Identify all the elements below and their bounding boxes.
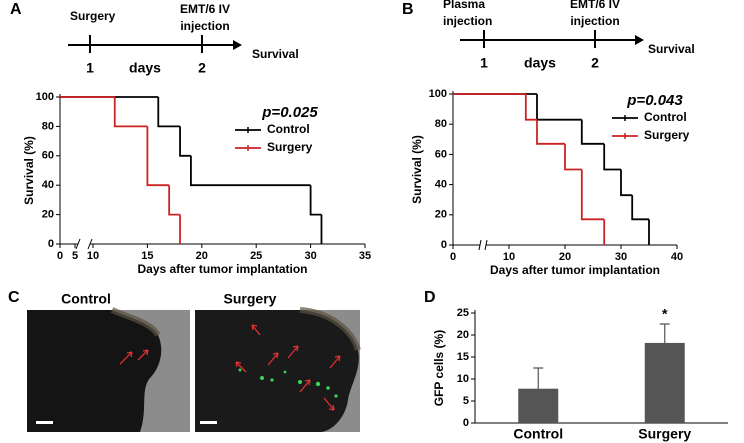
timeline-event-label: EMT/6 IV (180, 2, 230, 16)
x-tick-label: Surgery (638, 426, 691, 442)
survival-step (179, 126, 191, 157)
x-tick-label: 40 (671, 251, 683, 263)
axis-break (484, 239, 488, 251)
axis-break (75, 238, 81, 250)
y-tick-label: 20 (457, 329, 469, 341)
timeline-event-label: Surgery (70, 9, 116, 23)
timeline-event-label: EMT/6 IV (570, 0, 620, 11)
survival-step (146, 126, 170, 187)
y-tick-label: 0 (48, 238, 54, 250)
axis-break-gap (480, 242, 486, 248)
survival-step (309, 185, 322, 216)
p-value: p=0.043 (626, 92, 683, 109)
panel-label: C (8, 289, 20, 306)
axis-break (87, 238, 93, 250)
x-tick-label: 20 (196, 250, 208, 262)
legend-label: Control (267, 122, 310, 136)
survival-step (168, 185, 181, 216)
y-tick-label: 80 (435, 118, 447, 130)
survival-step (580, 169, 605, 221)
y-tick-label: 40 (435, 179, 447, 191)
timeline-event-label: injection (443, 14, 492, 28)
timeline-unit: days (129, 60, 161, 76)
y-tick-label: 100 (36, 91, 54, 103)
y-tick-label: 0 (441, 239, 447, 251)
timeline-event-label: Plasma (443, 0, 485, 11)
y-axis-label: GFP cells (%) (432, 330, 446, 406)
error-bar (533, 367, 544, 389)
y-tick-label: 5 (463, 395, 469, 407)
timeline-tick-label: 2 (591, 55, 599, 71)
y-tick-label: 10 (457, 373, 469, 385)
y-tick-label: 0 (463, 417, 469, 429)
x-tick-label: 35 (359, 250, 371, 262)
x-axis-label: Days after tumor implantation (490, 263, 660, 277)
survival-step (631, 195, 649, 221)
y-tick-label: 60 (42, 150, 54, 162)
legend-label: Control (644, 110, 687, 124)
survival-step (157, 97, 181, 128)
timeline-event-label: injection (180, 19, 229, 33)
timeline-event-label: injection (570, 14, 619, 28)
image-title: Surgery (224, 291, 277, 307)
x-tick-label: 10 (87, 250, 99, 262)
timeline-arrow (233, 40, 242, 50)
x-tick-label: 25 (250, 250, 262, 262)
image-title: Control (61, 291, 111, 307)
micrograph-control (27, 307, 190, 432)
p-value: p=0.025 (261, 104, 318, 121)
x-tick-label: 0 (57, 250, 63, 262)
legend-label: Surgery (644, 128, 690, 142)
bar (518, 388, 559, 423)
significance: * (662, 306, 668, 322)
survival-step (620, 169, 633, 197)
panel-label: B (402, 1, 414, 18)
survival-step (536, 119, 565, 145)
x-tick-label: Control (513, 426, 563, 442)
x-tick-label: 10 (503, 251, 515, 263)
survival-step (603, 143, 621, 171)
panel-label: A (10, 1, 22, 18)
timeline-arrow (635, 35, 644, 45)
x-tick-label: 30 (615, 251, 627, 263)
y-axis-label: Survival (%) (410, 135, 424, 204)
y-tick-label: 80 (42, 120, 54, 132)
x-tick-label: 5 (72, 250, 78, 262)
y-tick-label: 25 (457, 307, 469, 319)
y-tick-label: 15 (457, 351, 469, 363)
survival-step (113, 97, 148, 128)
y-axis-label: Survival (%) (22, 136, 36, 205)
axis-break (478, 239, 482, 251)
y-tick-label: 40 (42, 179, 54, 191)
x-axis-label: Days after tumor implantation (137, 262, 307, 276)
legend-label: Surgery (267, 140, 313, 154)
timeline-tick-label: 1 (86, 60, 94, 76)
y-tick-label: 20 (435, 209, 447, 221)
x-tick-label: 30 (304, 250, 316, 262)
survival-step (536, 94, 582, 121)
panel-label: D (424, 289, 436, 306)
survival-step (580, 119, 605, 145)
survival-step (524, 94, 537, 121)
timeline-tick-label: 2 (198, 60, 206, 76)
y-tick-label: 100 (429, 88, 447, 100)
micrograph-surgery (195, 307, 361, 432)
timeline-end: Survival (648, 42, 695, 56)
y-tick-label: 60 (435, 148, 447, 160)
survival-step (564, 143, 582, 171)
x-tick-label: 0 (450, 251, 456, 263)
timeline-end: Survival (252, 47, 299, 61)
x-tick-label: 20 (559, 251, 571, 263)
bar (644, 342, 685, 423)
survival-step (190, 155, 311, 187)
x-tick-label: 15 (141, 250, 153, 262)
y-tick-label: 20 (42, 209, 54, 221)
timeline-unit: days (524, 55, 556, 71)
timeline-tick-label: 1 (480, 55, 488, 71)
error-bar (659, 323, 670, 343)
